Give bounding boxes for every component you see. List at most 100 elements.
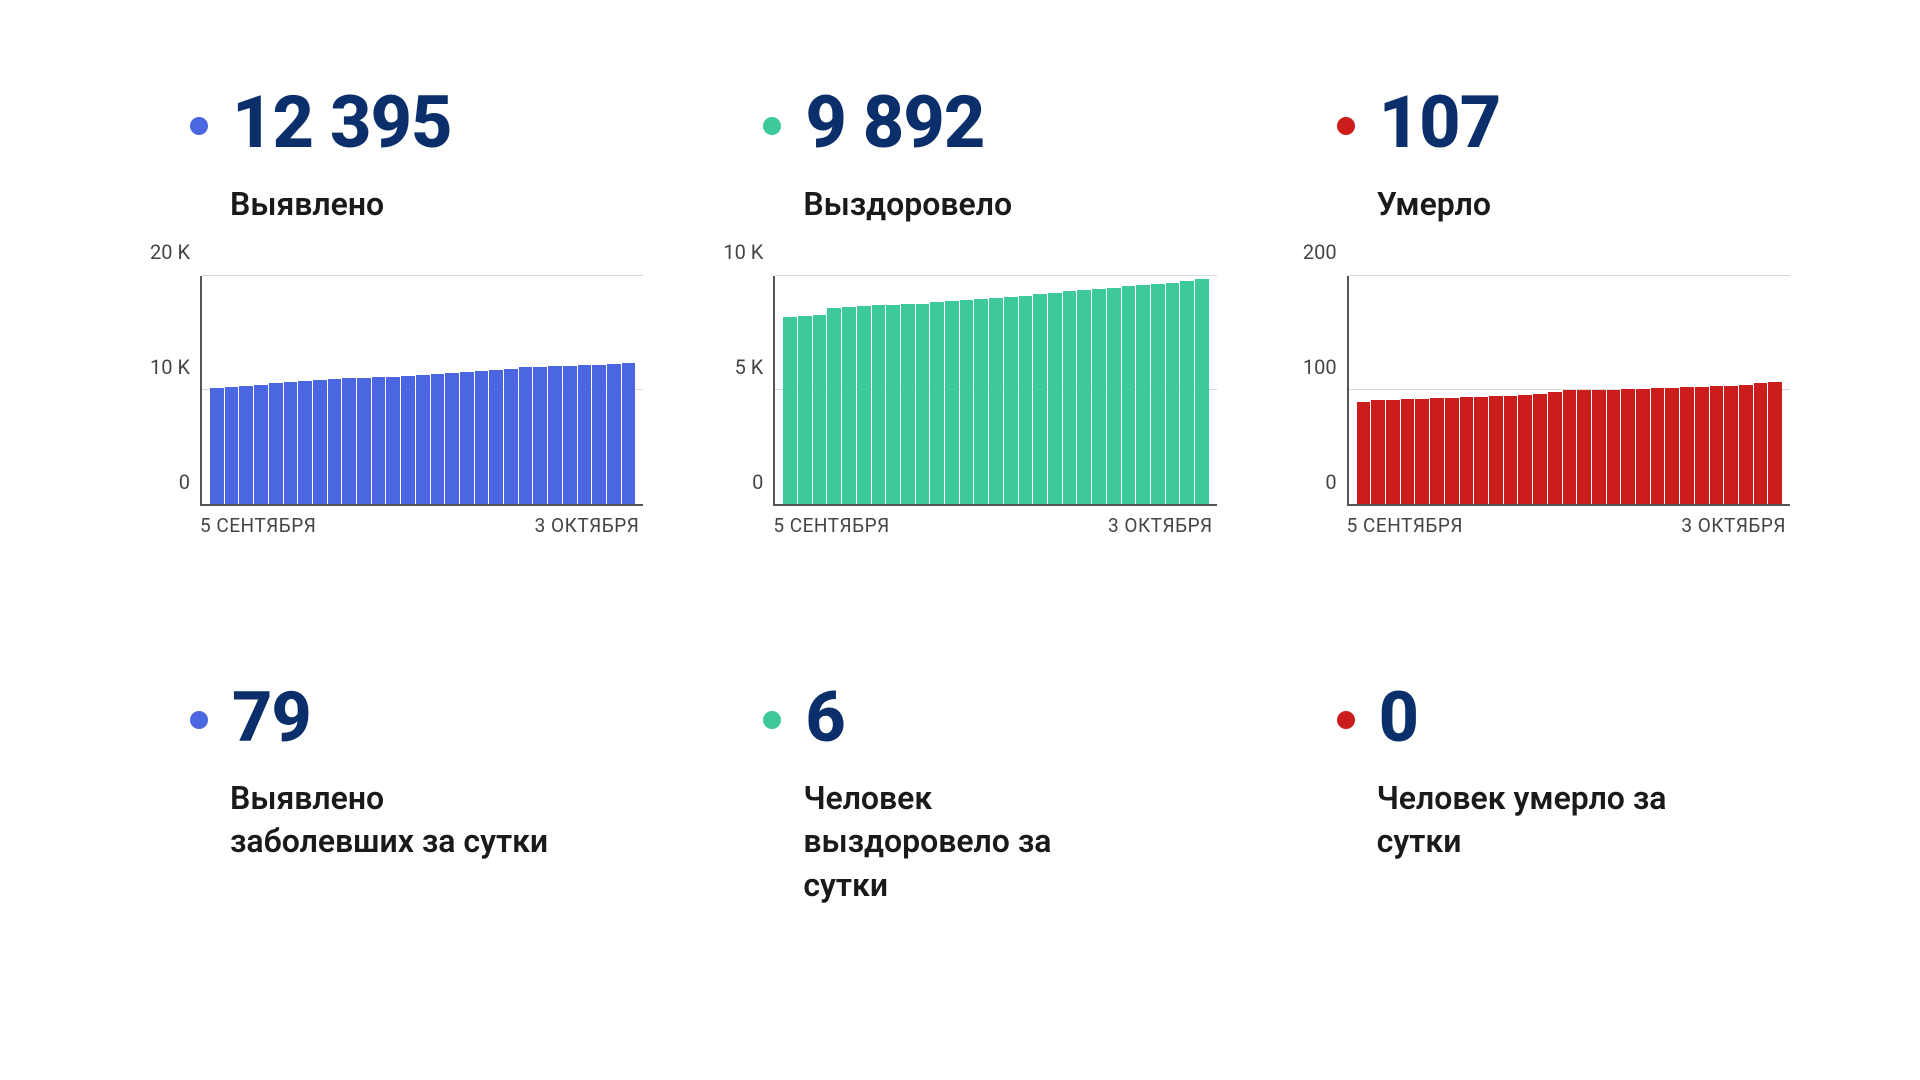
bar xyxy=(827,308,841,504)
bar xyxy=(622,363,636,504)
bar xyxy=(886,305,900,505)
y-tick: 0 xyxy=(179,470,190,494)
chart-plot xyxy=(1347,276,1790,506)
y-tick: 5 K xyxy=(735,355,764,379)
bar xyxy=(1122,286,1136,504)
bar xyxy=(945,301,959,504)
y-tick: 0 xyxy=(1325,470,1336,494)
stat-header: 79 xyxy=(130,677,643,759)
bar xyxy=(372,377,386,504)
chart-recovered: 05 K10 K 5 СЕНТЯБРЯ 3 ОКТЯБРЯ xyxy=(703,276,1216,537)
bar xyxy=(1563,390,1577,504)
bar xyxy=(1460,397,1474,504)
y-axis: 0100200 xyxy=(1277,276,1347,506)
bar xyxy=(1665,388,1679,504)
stat-header: 9 892 xyxy=(703,80,1216,165)
bar xyxy=(1430,398,1444,504)
bar xyxy=(1636,389,1650,504)
bar xyxy=(1092,289,1106,504)
bar xyxy=(1739,385,1753,505)
bar xyxy=(489,370,503,505)
bar xyxy=(254,385,268,505)
bar xyxy=(460,372,474,504)
bar xyxy=(1136,285,1150,504)
dot-icon xyxy=(1337,117,1355,135)
bar xyxy=(1019,296,1033,505)
bar xyxy=(1533,394,1547,505)
bar xyxy=(401,376,415,504)
bar xyxy=(225,387,239,504)
bar xyxy=(607,364,621,504)
bar xyxy=(357,378,371,505)
bar xyxy=(342,378,356,504)
x-start: 5 СЕНТЯБРЯ xyxy=(200,514,316,537)
y-tick: 10 K xyxy=(150,355,190,379)
bar xyxy=(328,379,342,504)
bar xyxy=(1607,390,1621,504)
x-end: 3 ОКТЯБРЯ xyxy=(535,514,640,537)
bar xyxy=(1386,400,1400,504)
bar xyxy=(548,366,562,504)
y-tick: 10 K xyxy=(723,240,763,264)
stat-label: Выявлено заболевших за сутки xyxy=(130,777,550,863)
card-deaths: 107 Умерло 0100200 5 СЕНТЯБРЯ 3 ОКТЯБРЯ xyxy=(1277,80,1790,537)
y-axis: 010 K20 K xyxy=(130,276,200,506)
bar xyxy=(1004,297,1018,504)
bar xyxy=(445,373,459,504)
chart-deaths: 0100200 5 СЕНТЯБРЯ 3 ОКТЯБРЯ xyxy=(1277,276,1790,537)
y-tick: 200 xyxy=(1303,240,1337,264)
bar xyxy=(1768,382,1782,504)
bar xyxy=(1063,291,1077,504)
bar xyxy=(519,367,533,504)
bars xyxy=(775,276,1216,504)
stat-label: Умерло xyxy=(1277,183,1790,226)
stat-value: 12 395 xyxy=(232,80,452,165)
bar xyxy=(416,375,430,504)
bar xyxy=(578,365,592,504)
bar xyxy=(813,315,827,504)
bar xyxy=(1401,399,1415,504)
bar xyxy=(475,371,489,504)
bar xyxy=(1474,397,1488,504)
bar xyxy=(1680,387,1694,504)
bar xyxy=(313,380,327,504)
bar xyxy=(1651,388,1665,504)
chart-area: 0100200 xyxy=(1277,276,1790,506)
chart-area: 05 K10 K xyxy=(703,276,1216,506)
chart-detected: 010 K20 K 5 СЕНТЯБРЯ 3 ОКТЯБРЯ xyxy=(130,276,643,537)
dot-icon xyxy=(1337,711,1355,729)
card-recovered-daily: 6 Человек выздоровело за сутки xyxy=(703,677,1216,907)
dot-icon xyxy=(763,711,781,729)
dot-icon xyxy=(190,711,208,729)
bar xyxy=(974,299,988,504)
bar xyxy=(284,382,298,504)
bar xyxy=(1033,294,1047,504)
stat-header: 107 xyxy=(1277,80,1790,165)
bar xyxy=(592,365,606,505)
y-tick: 0 xyxy=(752,470,763,494)
chart-plot xyxy=(200,276,643,506)
bar xyxy=(269,383,283,504)
bar xyxy=(1415,399,1429,504)
bar xyxy=(1107,288,1121,505)
card-deaths-daily: 0 Человек умерло за сутки xyxy=(1277,677,1790,907)
bar xyxy=(533,367,547,504)
stat-value: 107 xyxy=(1379,80,1501,165)
bar xyxy=(1548,392,1562,504)
bar xyxy=(239,386,253,505)
bar xyxy=(1077,290,1091,504)
bar xyxy=(1357,402,1371,505)
y-axis: 05 K10 K xyxy=(703,276,773,506)
chart-area: 010 K20 K xyxy=(130,276,643,506)
stat-value: 79 xyxy=(232,677,311,759)
chart-plot xyxy=(773,276,1216,506)
stat-header: 6 xyxy=(703,677,1216,759)
stats-dashboard: 12 395 Выявлено 010 K20 K 5 СЕНТЯБРЯ 3 О… xyxy=(0,0,1920,987)
bar xyxy=(1504,396,1518,504)
bar xyxy=(298,381,312,504)
bar xyxy=(960,300,974,504)
stat-label: Выздоровело xyxy=(703,183,1216,226)
bar xyxy=(798,316,812,504)
bar xyxy=(901,304,915,504)
bar xyxy=(842,307,856,504)
